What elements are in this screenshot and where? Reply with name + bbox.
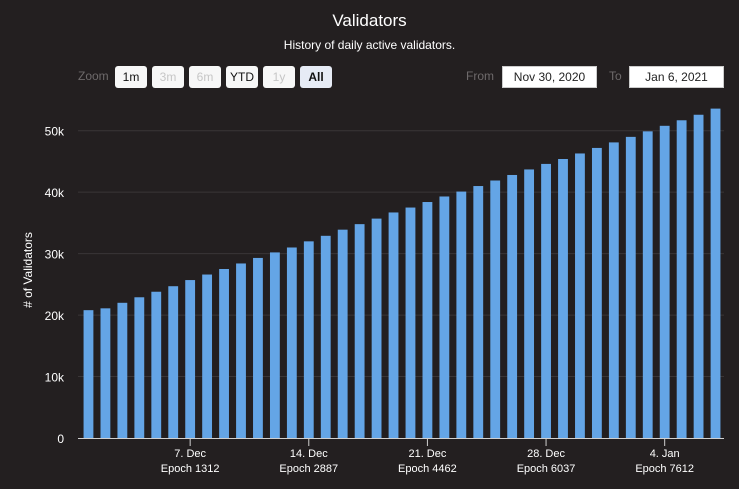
bar[interactable] (507, 174, 518, 438)
bar[interactable] (202, 274, 213, 438)
bar[interactable] (236, 263, 246, 438)
bar[interactable] (100, 308, 111, 438)
x-tick-epoch-label: Epoch 2887 (279, 463, 338, 475)
x-tick-label: 28. Dec (527, 448, 565, 460)
bar[interactable] (354, 224, 365, 438)
bar[interactable] (693, 114, 704, 439)
y-tick-label: 30k (45, 248, 65, 262)
y-tick-label: 50k (45, 125, 65, 139)
bar[interactable] (659, 125, 670, 438)
bar[interactable] (303, 241, 314, 438)
bar[interactable] (286, 247, 297, 438)
bar[interactable] (269, 252, 280, 438)
bar[interactable] (117, 302, 128, 438)
bar[interactable] (541, 163, 551, 438)
bar[interactable] (439, 196, 450, 438)
bar[interactable] (490, 180, 501, 439)
x-tick-epoch-label: Epoch 1312 (161, 463, 220, 475)
bar[interactable] (185, 280, 196, 438)
bar[interactable] (676, 120, 687, 438)
x-tick-epoch-label: Epoch 4462 (398, 463, 457, 475)
bar[interactable] (134, 297, 145, 438)
bar[interactable] (575, 153, 585, 438)
chart-subtitle: History of daily active validators. (283, 38, 456, 52)
zoom-1y-button[interactable]: 1y (263, 66, 295, 88)
bar[interactable] (219, 269, 229, 438)
zoom-1m-button[interactable]: 1m (115, 66, 147, 88)
y-tick-label: 40k (45, 186, 65, 200)
bar[interactable] (710, 108, 721, 438)
bar[interactable] (558, 158, 568, 438)
bar[interactable] (320, 235, 331, 438)
bar[interactable] (642, 131, 653, 439)
bar[interactable] (608, 142, 619, 439)
bar[interactable] (422, 202, 433, 438)
x-tick-epoch-label: Epoch 7612 (635, 463, 694, 475)
y-tick-label: 0 (57, 432, 64, 446)
bar[interactable] (371, 218, 382, 438)
x-tick-label: 4. Jan (650, 448, 680, 460)
to-label: To (609, 69, 622, 83)
bar[interactable] (405, 207, 416, 438)
x-tick-label: 14. Dec (290, 448, 328, 460)
x-tick-label: 7. Dec (174, 448, 206, 460)
bar[interactable] (151, 291, 162, 438)
bar[interactable] (337, 229, 348, 438)
bar[interactable] (253, 257, 263, 438)
from-date-input[interactable]: Nov 30, 2020 (502, 66, 597, 88)
chart-title: Validators (332, 11, 407, 30)
bar[interactable] (456, 191, 467, 438)
x-tick-label: 21. Dec (408, 448, 446, 460)
bar[interactable] (625, 136, 636, 438)
bar[interactable] (388, 212, 399, 438)
bar[interactable] (473, 186, 484, 438)
bar[interactable] (524, 169, 535, 438)
bar[interactable] (168, 286, 179, 438)
zoom-all-button[interactable]: All (300, 66, 332, 88)
bar[interactable] (83, 310, 94, 438)
x-tick-epoch-label: Epoch 6037 (517, 463, 576, 475)
zoom-ytd-button[interactable]: YTD (226, 66, 258, 88)
zoom-3m-button[interactable]: 3m (152, 66, 184, 88)
zoom-label: Zoom (78, 69, 109, 83)
y-tick-label: 10k (45, 371, 65, 385)
to-date-input[interactable]: Jan 6, 2021 (629, 66, 724, 88)
y-tick-label: 20k (45, 309, 65, 323)
from-label: From (466, 69, 494, 83)
zoom-6m-button[interactable]: 6m (189, 66, 221, 88)
bar[interactable] (591, 147, 602, 438)
